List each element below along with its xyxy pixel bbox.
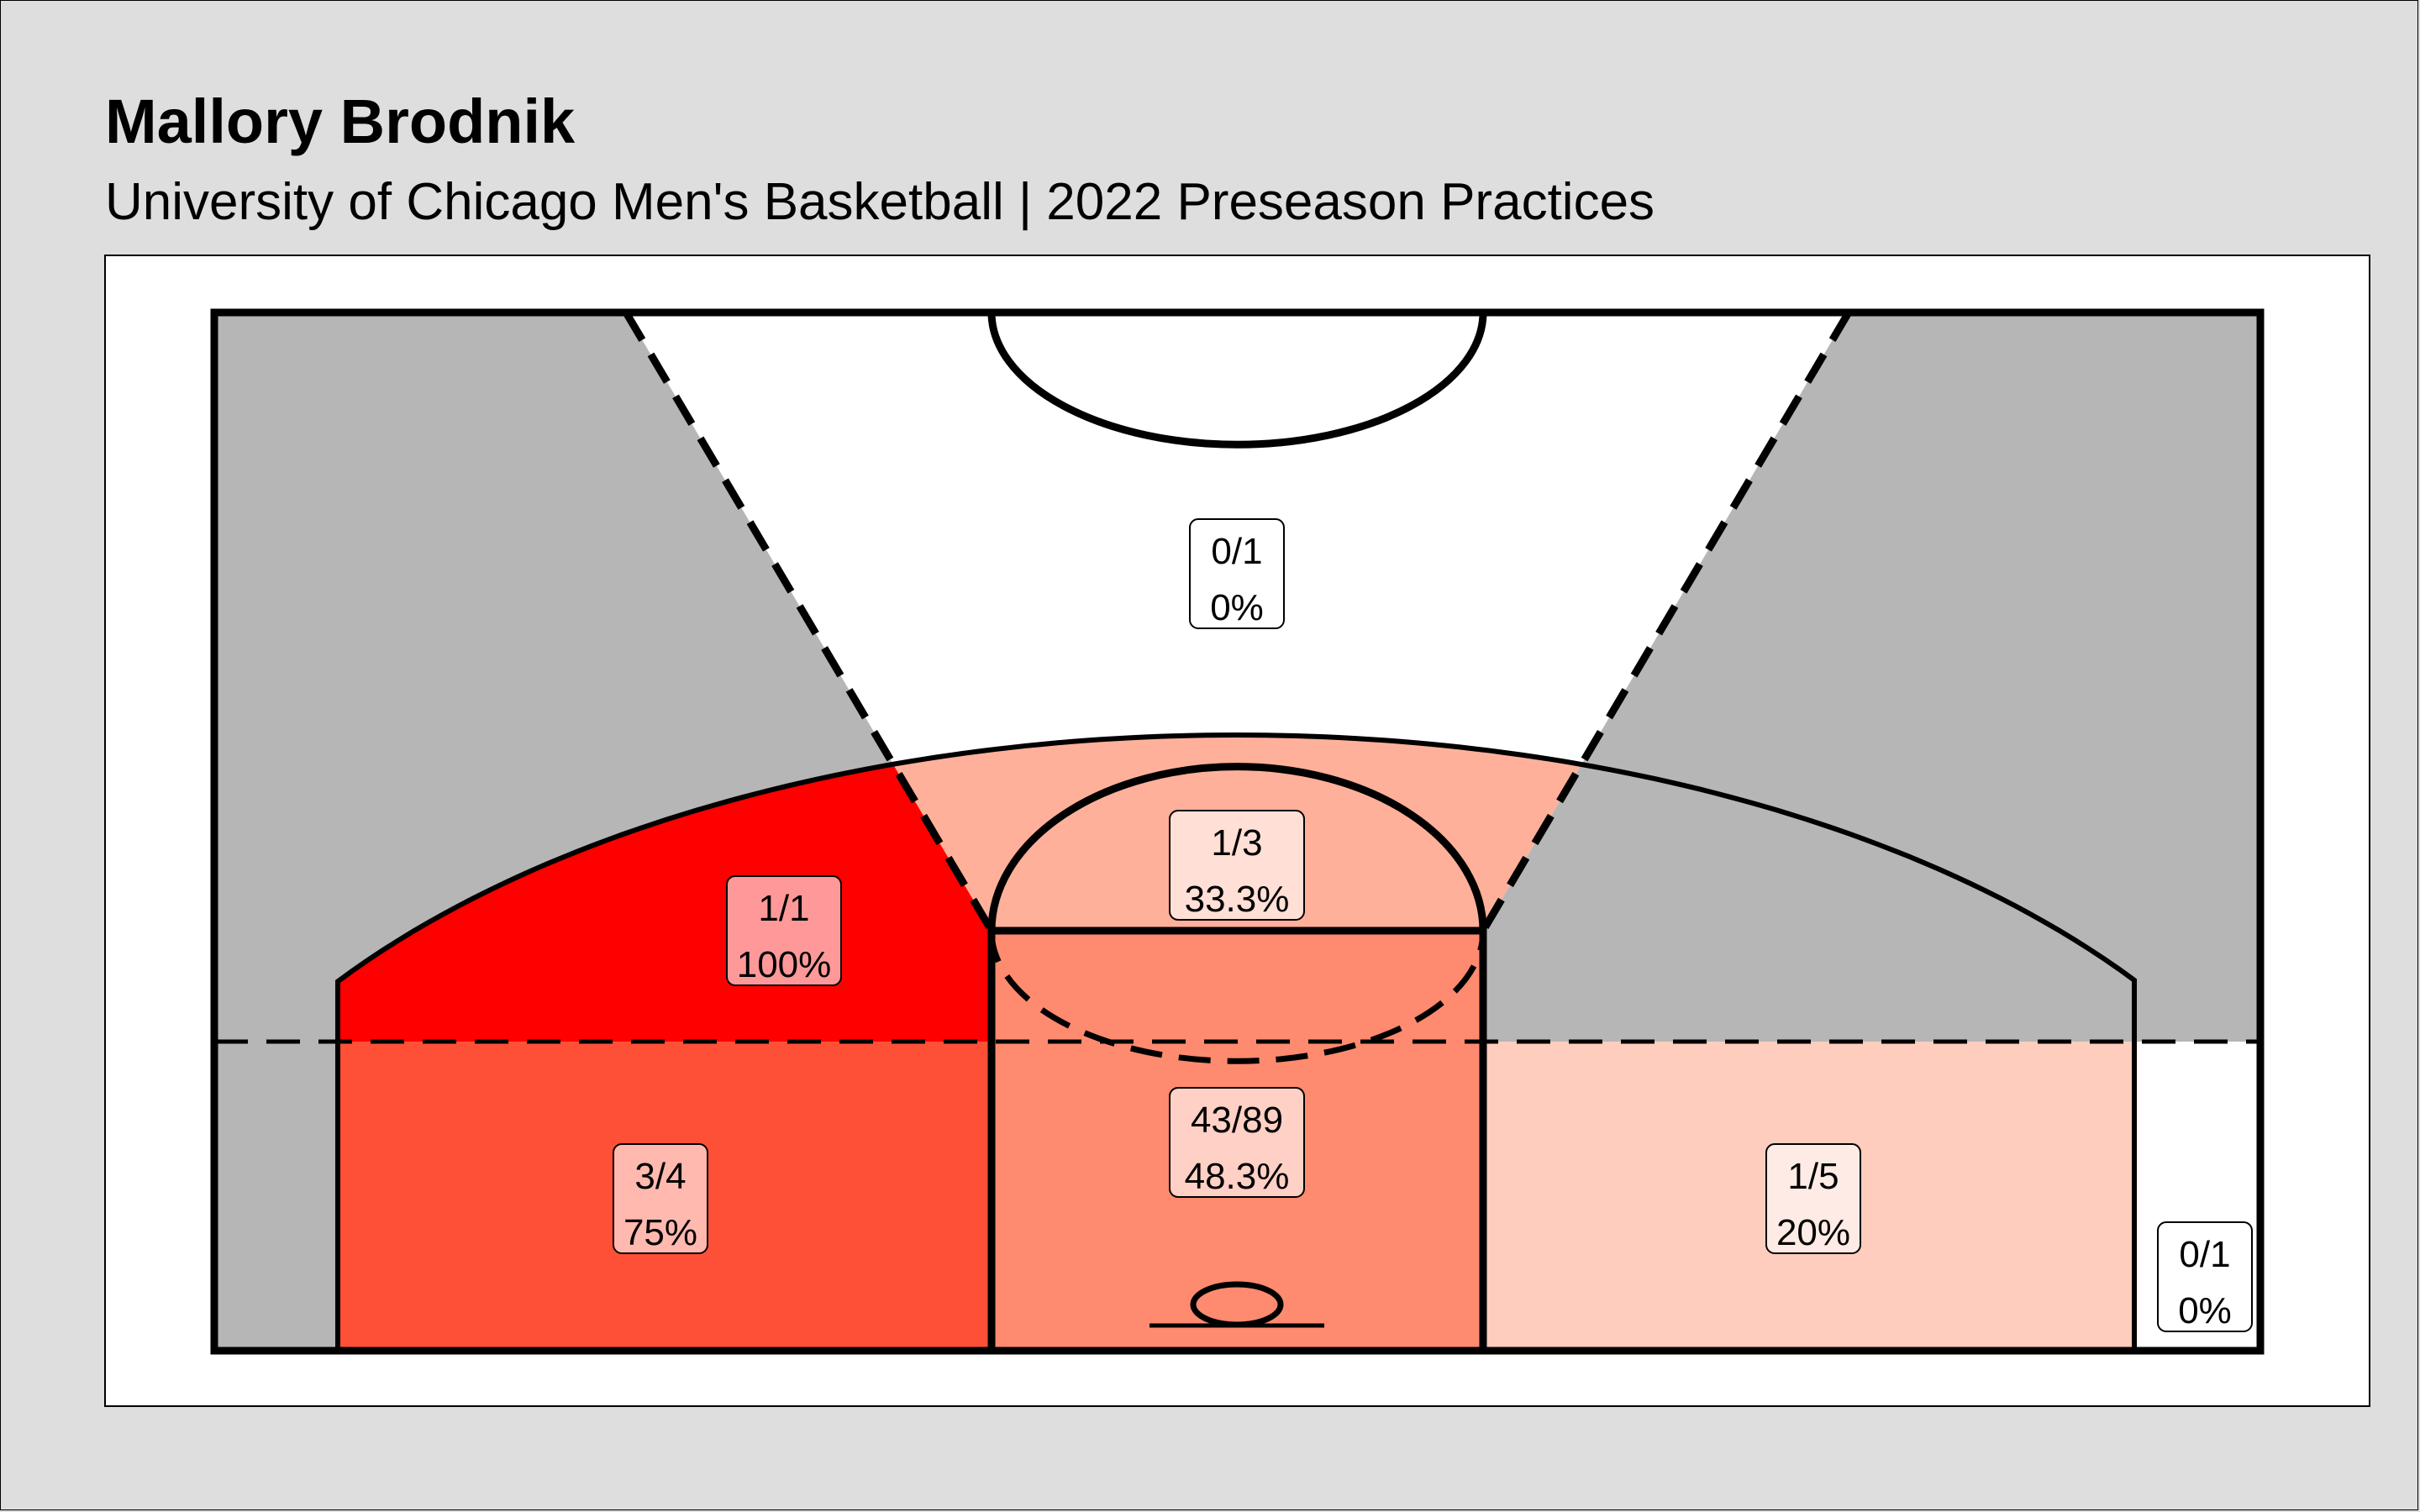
label-box: [1169, 1087, 1305, 1198]
rim: [1190, 1281, 1284, 1328]
label-box: [1189, 518, 1285, 629]
percent-label: 75%: [623, 1212, 697, 1253]
label-box: [2157, 1221, 2253, 1332]
chart-title: Mallory Brodnik: [105, 87, 576, 156]
three-point-line: [335, 732, 2137, 1351]
label-box: [1765, 1143, 1861, 1254]
zone-label-paint: 43/89 48.3%: [1169, 1087, 1305, 1198]
made-attempts-label: 0/1: [2179, 1234, 2230, 1275]
zone-right-wing-three: [1581, 312, 2260, 1042]
left-wedge-line: [623, 310, 995, 933]
zone-label-left-wing-midrange: 1/1 100%: [726, 875, 842, 986]
zone-left-wing-three: [214, 312, 893, 1042]
free-throw-arc-dashed: [988, 930, 1486, 1064]
made-attempts-label: 1/3: [1211, 822, 1262, 864]
free-throw-arc: [987, 763, 1487, 932]
made-attempts-label: 1/5: [1787, 1156, 1839, 1197]
court-lines: [210, 308, 2265, 1355]
made-attempts-label: 1/1: [758, 888, 809, 929]
made-attempts-label: 0/1: [1211, 531, 1262, 572]
center-circle: [987, 312, 1487, 449]
zone-left-corner-three: [214, 1042, 338, 1351]
chart-subtitle: University of Chicago Men's Basketball |…: [105, 173, 1655, 231]
made-attempts-label: 43/89: [1191, 1100, 1283, 1141]
court-boundary: [210, 308, 2265, 1355]
zone-label-right-baseline-midrange: 1/520%: [1765, 1143, 1861, 1254]
paint-lines: [987, 927, 1487, 1351]
zone-label-free-throw-circle: 1/3 33.3%: [1169, 810, 1305, 921]
zone-label-top-of-key-three: 0/10%: [1189, 518, 1285, 629]
percent-label: 0%: [1210, 587, 1264, 628]
zone-label-right-corner-three: 0/10%: [2157, 1221, 2253, 1332]
percent-label: 33.3%: [1185, 879, 1290, 920]
zone-right-wing-midrange: [1483, 764, 2134, 1042]
made-attempts-label: 3/4: [634, 1156, 686, 1197]
percent-label: 20%: [1776, 1212, 1850, 1253]
percent-label: 100%: [737, 944, 832, 985]
label-box: [726, 875, 842, 986]
zone-layer: [214, 312, 2260, 1351]
label-box: [1169, 810, 1305, 921]
percent-label: 0%: [2178, 1290, 2232, 1331]
zone-label-left-baseline-midrange: 3/475%: [613, 1143, 708, 1254]
label-box: [613, 1143, 708, 1254]
right-wedge-line: [1480, 310, 1852, 933]
percent-label: 48.3%: [1185, 1156, 1290, 1197]
